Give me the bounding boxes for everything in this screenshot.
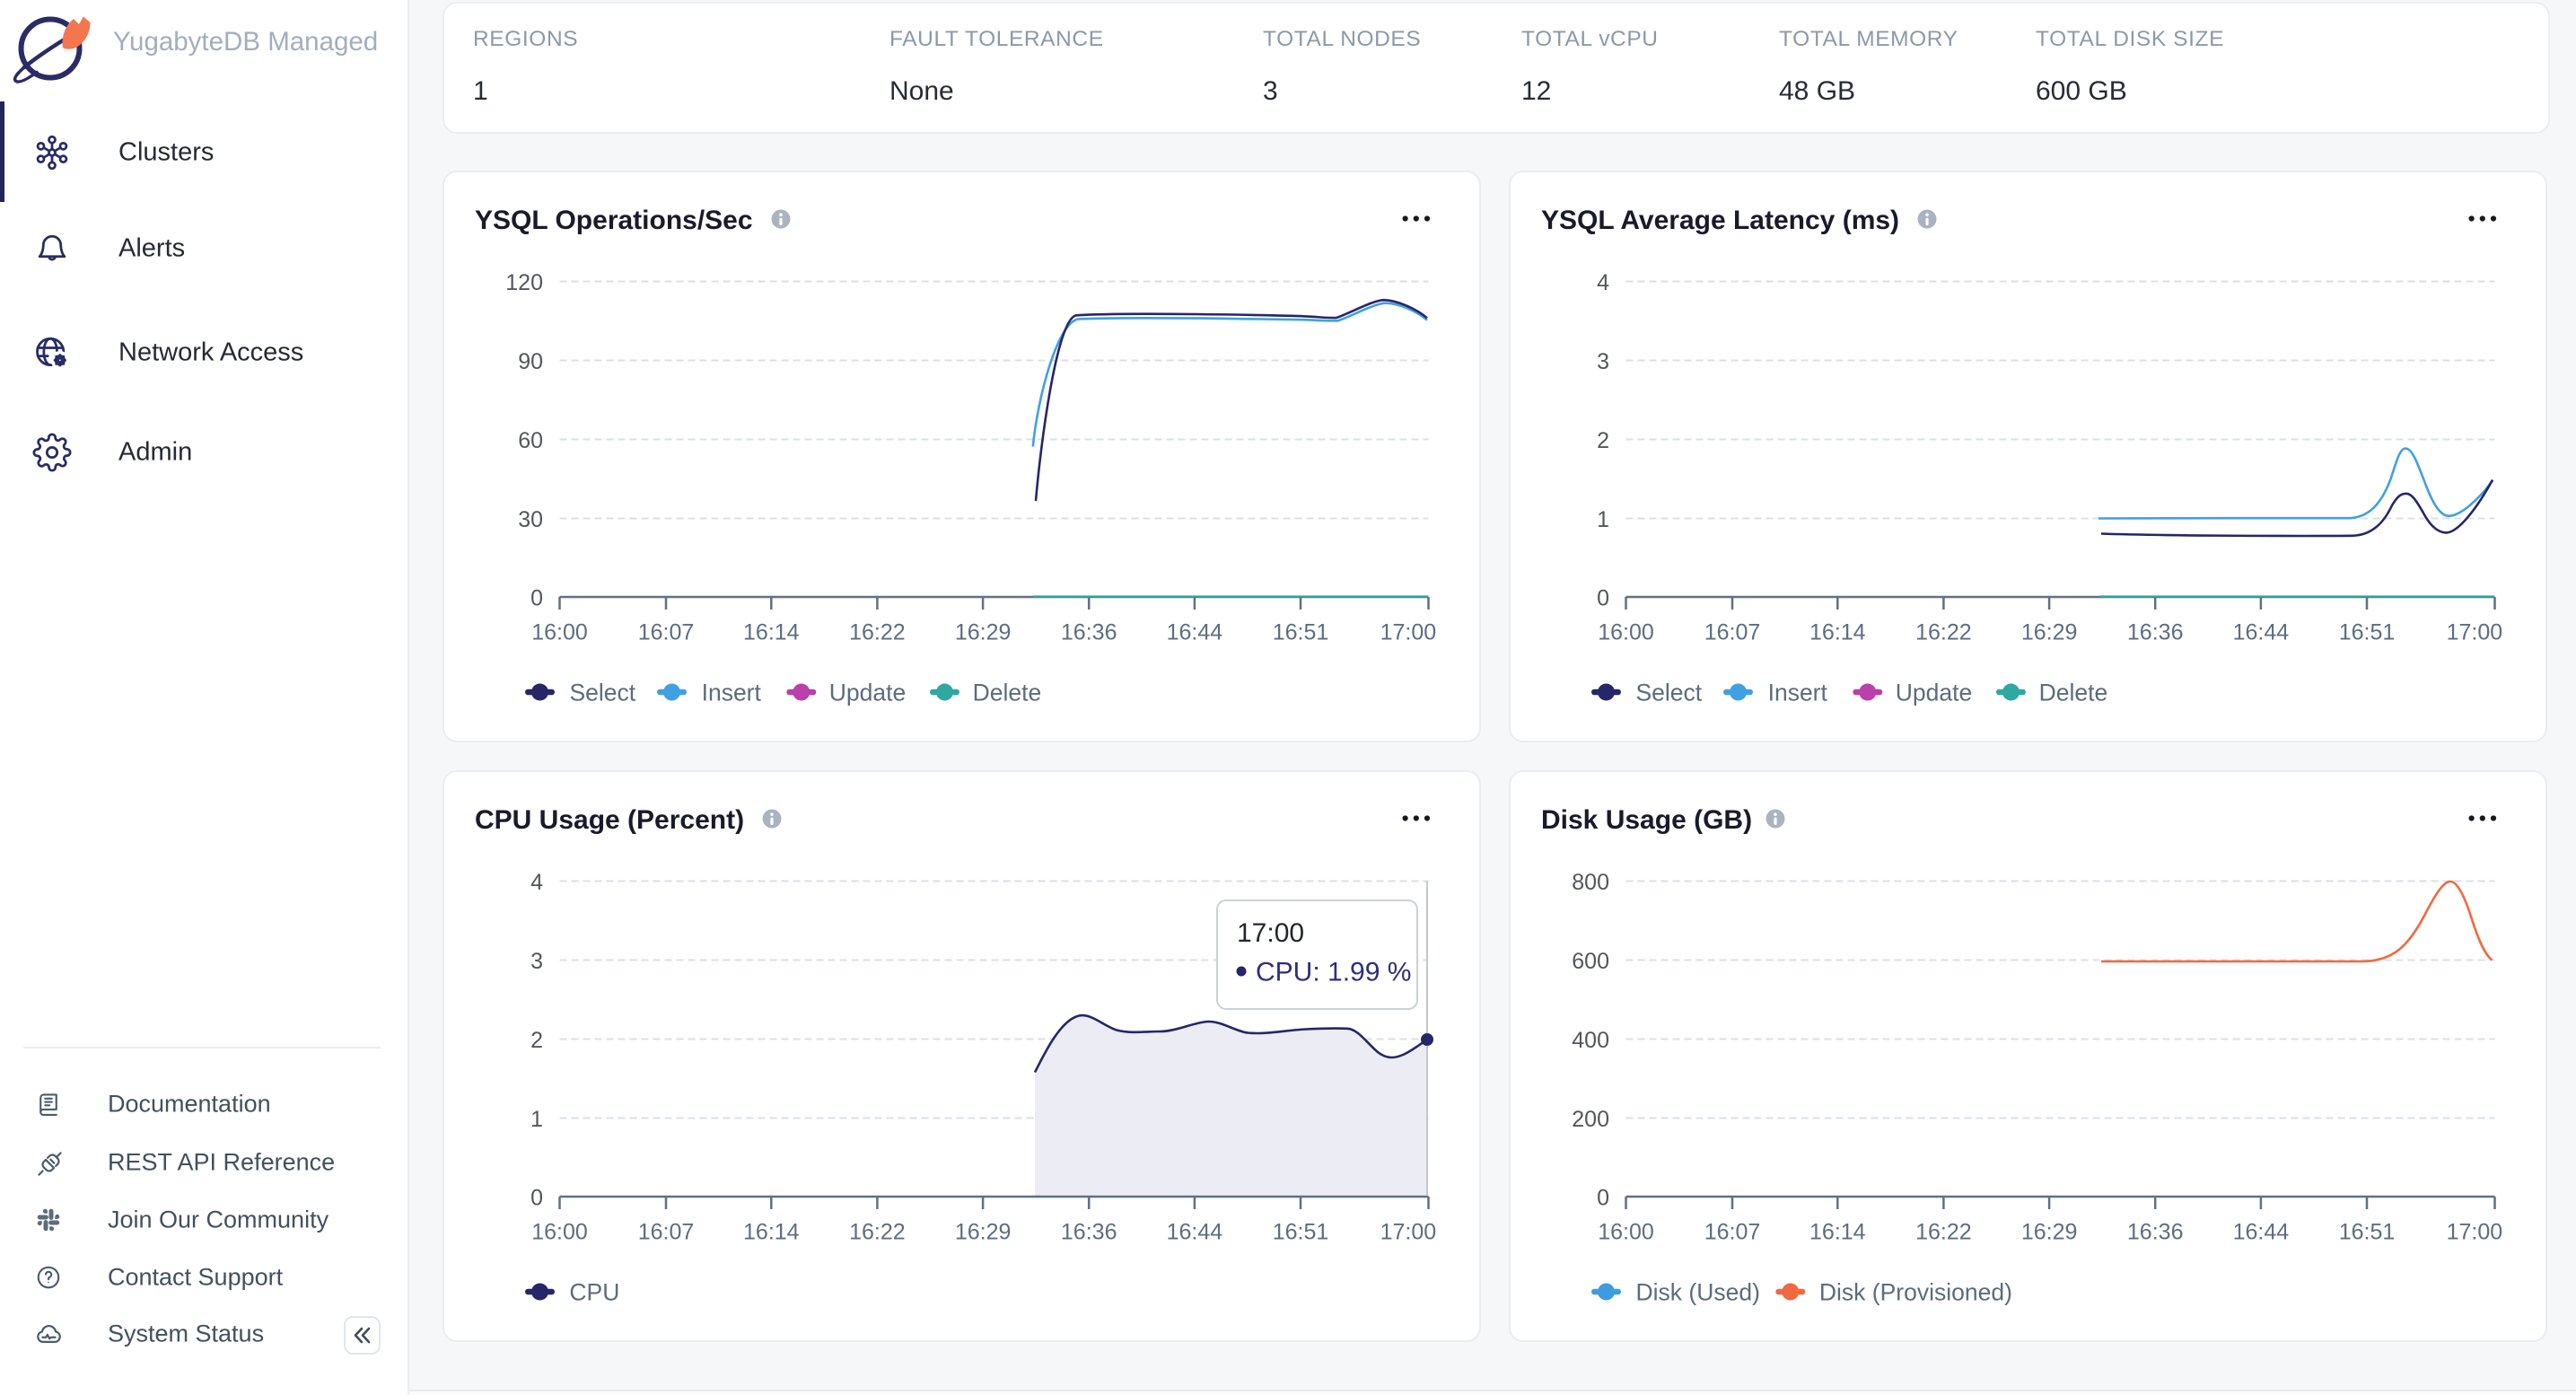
svg-text:16:00: 16:00	[1598, 620, 1654, 645]
svg-text:Update: Update	[1896, 680, 1972, 706]
svg-text:17:00: 17:00	[2447, 620, 2503, 645]
svg-text:16:22: 16:22	[1915, 620, 1972, 645]
svg-text:YSQL Operations/Sec: YSQL Operations/Sec	[475, 206, 753, 235]
svg-text:Delete: Delete	[2039, 680, 2108, 706]
svg-text:60: 60	[518, 428, 543, 453]
svg-text:16:00: 16:00	[531, 1220, 588, 1245]
svg-text:16:29: 16:29	[955, 1220, 1012, 1245]
svg-text:16:07: 16:07	[638, 1220, 695, 1245]
svg-text:Insert: Insert	[1768, 680, 1828, 706]
svg-text:CPU: 1.99 %: CPU: 1.99 %	[1256, 958, 1411, 987]
svg-text:Select: Select	[1636, 680, 1703, 706]
svg-text:YSQL Average Latency (ms): YSQL Average Latency (ms)	[1541, 206, 1899, 235]
svg-text:16:36: 16:36	[2127, 1220, 2184, 1245]
svg-text:16:07: 16:07	[638, 620, 695, 645]
svg-text:16:44: 16:44	[2233, 1220, 2290, 1245]
svg-text:2: 2	[530, 1028, 543, 1053]
svg-text:16:29: 16:29	[2021, 620, 2078, 645]
svg-text:2: 2	[1597, 428, 1609, 453]
svg-text:3: 3	[1597, 349, 1609, 374]
svg-text:90: 90	[518, 349, 543, 374]
svg-text:0: 0	[1597, 586, 1609, 611]
svg-text:4: 4	[1597, 270, 1609, 295]
svg-text:16:14: 16:14	[743, 1220, 800, 1245]
svg-text:0: 0	[1597, 1186, 1609, 1211]
svg-text:16:14: 16:14	[1809, 1220, 1866, 1245]
svg-text:16:36: 16:36	[2127, 620, 2184, 645]
svg-text:16:14: 16:14	[743, 620, 800, 645]
svg-text:16:44: 16:44	[1167, 620, 1223, 645]
svg-text:16:51: 16:51	[1273, 1220, 1329, 1245]
svg-text:16:07: 16:07	[1704, 1220, 1761, 1245]
svg-text:16:29: 16:29	[2021, 1220, 2078, 1245]
svg-text:16:00: 16:00	[1598, 1220, 1654, 1245]
svg-text:800: 800	[1572, 870, 1609, 895]
svg-text:16:44: 16:44	[1167, 1220, 1223, 1245]
svg-text:Disk Usage (GB): Disk Usage (GB)	[1541, 805, 1752, 835]
svg-text:16:36: 16:36	[1061, 1220, 1117, 1245]
svg-text:Insert: Insert	[702, 680, 762, 706]
svg-text:200: 200	[1572, 1107, 1609, 1132]
svg-text:16:22: 16:22	[849, 620, 906, 645]
svg-text:16:44: 16:44	[2233, 620, 2290, 645]
svg-text:1: 1	[1597, 507, 1609, 532]
svg-text:120: 120	[505, 270, 543, 295]
svg-text:600: 600	[1572, 949, 1609, 974]
svg-text:0: 0	[530, 1186, 543, 1211]
svg-text:16:36: 16:36	[1061, 620, 1117, 645]
svg-text:3: 3	[530, 949, 543, 974]
svg-text:17:00: 17:00	[1380, 620, 1437, 645]
svg-text:16:29: 16:29	[955, 620, 1012, 645]
svg-text:16:22: 16:22	[849, 1220, 906, 1245]
svg-text:Disk (Used): Disk (Used)	[1636, 1279, 1760, 1306]
svg-text:0: 0	[530, 586, 543, 611]
svg-text:16:07: 16:07	[1704, 620, 1761, 645]
svg-text:Select: Select	[570, 680, 636, 706]
svg-text:Delete: Delete	[973, 680, 1042, 706]
svg-text:16:51: 16:51	[2339, 620, 2396, 645]
svg-text:1: 1	[530, 1107, 543, 1132]
svg-text:16:14: 16:14	[1809, 620, 1866, 645]
svg-text:CPU Usage (Percent): CPU Usage (Percent)	[475, 805, 744, 835]
svg-text:Update: Update	[829, 680, 906, 706]
svg-text:17:00: 17:00	[1237, 918, 1304, 948]
svg-text:17:00: 17:00	[2447, 1220, 2503, 1245]
svg-text:17:00: 17:00	[1380, 1220, 1437, 1245]
svg-text:16:51: 16:51	[1273, 620, 1329, 645]
svg-text:16:22: 16:22	[1915, 1220, 1972, 1245]
svg-text:16:00: 16:00	[531, 620, 588, 645]
svg-text:4: 4	[530, 870, 543, 895]
svg-text:400: 400	[1572, 1028, 1609, 1053]
svg-text:Disk (Provisioned): Disk (Provisioned)	[1819, 1279, 2012, 1306]
svg-text:30: 30	[518, 507, 543, 532]
svg-text:CPU: CPU	[569, 1279, 619, 1306]
svg-text:16:51: 16:51	[2339, 1220, 2396, 1245]
